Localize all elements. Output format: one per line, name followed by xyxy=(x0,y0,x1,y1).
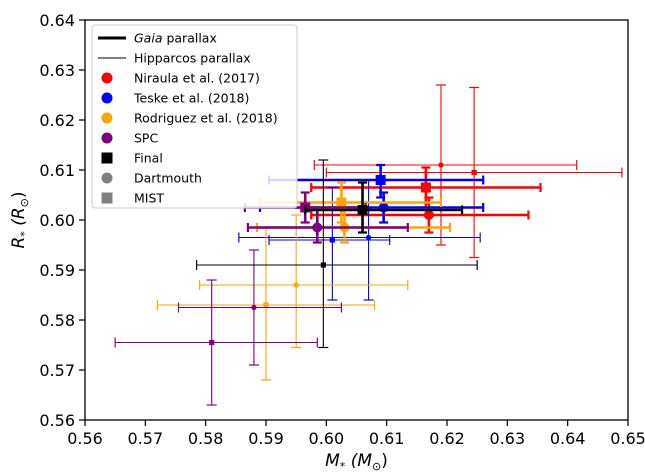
legend-item: Gaia parallax xyxy=(98,31,217,46)
legend-label: Hipparcos parallax xyxy=(134,51,251,66)
x-tick-label: 0.60 xyxy=(309,429,345,448)
data-point xyxy=(156,226,376,381)
data-point xyxy=(114,279,318,406)
data-point xyxy=(304,181,464,234)
legend-marker-circle xyxy=(101,132,113,144)
legend-label: MIST xyxy=(134,191,164,206)
y-tick-label: 0.58 xyxy=(39,311,75,330)
point-marker-circle xyxy=(423,210,434,220)
legend-label: Gaia parallax xyxy=(134,31,217,46)
data-point xyxy=(177,249,343,366)
point-marker-circle xyxy=(365,234,372,241)
data-point xyxy=(238,179,481,301)
y-tick-label: 0.60 xyxy=(39,211,75,230)
legend-item: Hipparcos parallax xyxy=(98,51,251,66)
legend-marker-circle xyxy=(101,172,113,184)
x-tick-label: 0.64 xyxy=(550,429,586,448)
y-axis-label: R* (R⊙) xyxy=(9,191,31,248)
legend-label: Final xyxy=(134,151,163,166)
plot-frame xyxy=(84,19,629,421)
legend-label: SPC xyxy=(134,131,158,146)
y-tick-label: 0.59 xyxy=(39,261,75,280)
legend-item: SPC xyxy=(101,131,158,146)
x-tick-label: 0.57 xyxy=(128,429,164,448)
x-tick-label: 0.62 xyxy=(429,429,465,448)
point-marker-square xyxy=(263,302,269,308)
legend-item: Niraula et al. (2017) xyxy=(101,71,260,86)
x-tick-label: 0.58 xyxy=(188,429,224,448)
y-tick-label: 0.64 xyxy=(39,11,75,30)
point-marker-square xyxy=(320,262,326,268)
legend-item: Teske et al. (2018) xyxy=(101,91,249,106)
x-tick-label: 0.63 xyxy=(490,429,526,448)
legend-label: Niraula et al. (2017) xyxy=(134,71,260,86)
axes: 0.56 0.57 0.58 0.59 0.60 0.61 0.62 0.63 0.64 0.65… xyxy=(39,11,645,448)
data-point xyxy=(313,84,578,246)
data-point xyxy=(325,86,623,259)
legend-label: Teske et al. (2018) xyxy=(133,91,249,106)
point-marker-square xyxy=(357,205,368,215)
y-tick-label: 0.63 xyxy=(39,61,75,80)
point-marker-square xyxy=(420,182,431,193)
x-tick-label: 0.59 xyxy=(248,429,284,448)
point-marker-circle xyxy=(251,304,257,311)
legend-item: Dartmouth xyxy=(101,171,202,186)
point-marker-circle xyxy=(312,222,323,233)
legend-box xyxy=(91,24,298,209)
legend-item: Rodriguez et al. (2018) xyxy=(101,111,278,126)
data-point xyxy=(196,159,478,349)
point-marker-square xyxy=(209,339,215,346)
y-tick-label: 0.62 xyxy=(39,111,75,130)
y-tick-label: 0.56 xyxy=(39,411,75,430)
point-marker-square xyxy=(329,237,335,243)
legend-label: Dartmouth xyxy=(134,171,202,186)
x-tick-label: 0.65 xyxy=(610,429,645,448)
point-marker-square xyxy=(471,169,477,176)
legend-marker-circle xyxy=(101,92,113,104)
legend-marker-square xyxy=(101,152,113,164)
point-marker-circle xyxy=(293,282,299,288)
legend: Gaia parallax Hipparcos parallax Niraula e… xyxy=(91,24,298,209)
x-axis-label: M* (M⊙) xyxy=(325,451,388,473)
data-point xyxy=(310,166,542,209)
legend-item: Final xyxy=(101,151,163,166)
legend-marker-circle xyxy=(101,112,113,124)
x-tick-label: 0.56 xyxy=(67,429,103,448)
legend-marker-square xyxy=(101,192,113,204)
data-point xyxy=(199,214,409,349)
legend-marker-circle xyxy=(101,72,113,84)
plot-border xyxy=(84,19,629,421)
data-point xyxy=(246,208,409,244)
point-marker-square xyxy=(336,197,347,208)
y-tick-label: 0.57 xyxy=(39,361,75,380)
x-tick-label: 0.61 xyxy=(369,429,405,448)
legend-label: Rodriguez et al. (2018) xyxy=(134,111,278,126)
y-tick-label: 0.61 xyxy=(39,161,75,180)
point-marker-square xyxy=(375,175,386,185)
point-marker-circle xyxy=(438,162,444,168)
legend-item: MIST xyxy=(101,191,164,206)
data-points xyxy=(114,84,623,406)
